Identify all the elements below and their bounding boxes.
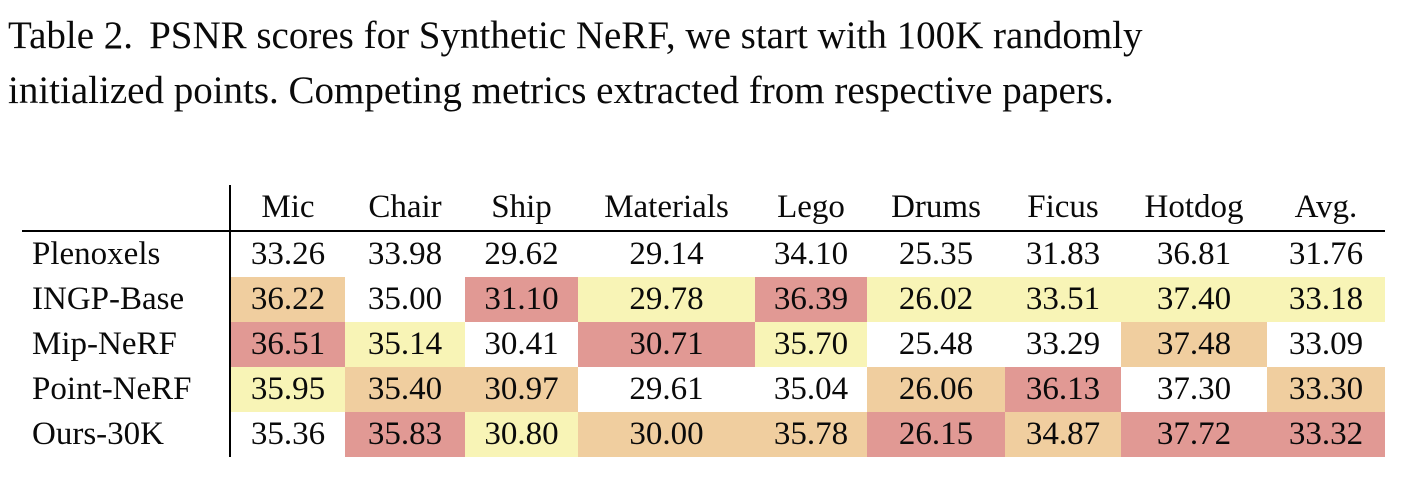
cell-plenoxels-lego: 34.10	[773, 236, 849, 272]
caption-text-line1: PSNR scores for Synthetic NeRF, we start…	[149, 14, 1143, 57]
table-row-ours-30k: Ours-30K 35.36 35.83 30.80 30.00 35.78 26.15 34…	[22, 412, 1385, 457]
cell-ingp-base-hotdog: 37.40	[1121, 277, 1267, 322]
cell-point-nerf-ficus: 36.13	[1005, 367, 1121, 412]
table-row-plenoxels: Plenoxels 33.26 33.98 29.62 29.14 34.10 25.35 3…	[22, 231, 1385, 277]
row-label-ingp-base: INGP-Base	[32, 281, 185, 317]
corner-cell	[22, 185, 230, 232]
cell-mip-nerf-materials: 30.71	[578, 322, 755, 367]
cell-point-nerf-lego: 35.04	[773, 371, 849, 407]
psnr-table: Mic Chair Ship Materials Lego Drums Ficus Hotdo…	[22, 185, 1385, 457]
cell-ours-30k-lego: 35.78	[755, 412, 867, 457]
cell-mip-nerf-hotdog: 37.48	[1121, 322, 1267, 367]
cell-point-nerf-materials: 29.61	[629, 371, 704, 407]
cell-ours-30k-chair: 35.83	[345, 412, 465, 457]
cell-ours-30k-materials: 30.00	[578, 412, 755, 457]
cell-plenoxels-mic: 33.26	[229, 231, 345, 277]
cell-mip-nerf-chair: 35.14	[345, 322, 465, 367]
cell-ingp-base-chair: 35.00	[367, 281, 443, 317]
row-label-plenoxels: Plenoxels	[32, 236, 161, 272]
table-row-mip-nerf: Mip-NeRF 36.51 35.14 30.41 30.71 35.70 25.48 33…	[22, 322, 1385, 367]
cell-mip-nerf-mic: 36.51	[229, 322, 345, 367]
cell-ours-30k-ficus: 34.87	[1005, 412, 1121, 457]
cell-ingp-base-lego: 36.39	[755, 277, 867, 322]
column-header-avg: Avg.	[1267, 185, 1385, 232]
row-label-point-nerf: Point-NeRF	[32, 371, 192, 407]
row-label-ours-30k: Ours-30K	[32, 416, 164, 452]
cell-mip-nerf-ficus: 33.29	[1025, 326, 1101, 362]
cell-mip-nerf-lego: 35.70	[755, 322, 867, 367]
cell-ingp-base-mic: 36.22	[229, 277, 345, 322]
cell-point-nerf-chair: 35.40	[345, 367, 465, 412]
table-row-ingp-base: INGP-Base 36.22 35.00 31.10 29.78 36.39 26.02 3…	[22, 277, 1385, 322]
cell-plenoxels-materials: 29.14	[629, 236, 704, 272]
column-header-ship: Ship	[465, 185, 578, 232]
cell-ingp-base-avg: 33.18	[1267, 277, 1385, 322]
cell-point-nerf-drums: 26.06	[867, 367, 1005, 412]
column-header-drums: Drums	[867, 185, 1005, 232]
table-caption: Table 2. PSNR scores for Synthetic NeRF, …	[8, 8, 1378, 118]
cell-ours-30k-drums: 26.15	[867, 412, 1005, 457]
cell-plenoxels-ficus: 31.83	[1025, 236, 1101, 272]
cell-plenoxels-chair: 33.98	[367, 236, 443, 272]
header-row: Mic Chair Ship Materials Lego Drums Ficus Hotdo…	[22, 185, 1385, 232]
caption-label: Table 2.	[8, 14, 134, 57]
cell-ingp-base-materials: 29.78	[578, 277, 755, 322]
column-header-mic: Mic	[229, 185, 345, 232]
column-header-chair: Chair	[345, 185, 465, 232]
cell-point-nerf-ship: 30.97	[465, 367, 578, 412]
cell-ours-30k-mic: 35.36	[229, 412, 345, 457]
cell-ours-30k-avg: 33.32	[1267, 412, 1385, 457]
cell-ingp-base-ficus: 33.51	[1005, 277, 1121, 322]
row-label-mip-nerf: Mip-NeRF	[32, 326, 177, 362]
cell-ingp-base-ship: 31.10	[465, 277, 578, 322]
cell-ours-30k-ship: 30.80	[465, 412, 578, 457]
cell-mip-nerf-avg: 33.09	[1288, 326, 1364, 362]
cell-plenoxels-avg: 31.76	[1288, 236, 1364, 272]
psnr-table-container: Mic Chair Ship Materials Lego Drums Ficus Hotdo…	[22, 185, 1385, 457]
cell-plenoxels-drums: 25.35	[898, 236, 974, 272]
cell-mip-nerf-drums: 25.48	[898, 326, 974, 362]
cell-plenoxels-hotdog: 36.81	[1156, 236, 1232, 272]
column-header-ficus: Ficus	[1005, 185, 1121, 232]
column-header-hotdog: Hotdog	[1121, 185, 1267, 232]
cell-point-nerf-hotdog: 37.30	[1156, 371, 1232, 407]
cell-plenoxels-ship: 29.62	[484, 236, 559, 272]
column-header-materials: Materials	[578, 185, 755, 232]
cell-point-nerf-mic: 35.95	[229, 367, 345, 412]
caption-text-line2: initialized points. Competing metrics ex…	[8, 69, 1114, 112]
table-row-point-nerf: Point-NeRF 35.95 35.40 30.97 29.61 35.04 26.06…	[22, 367, 1385, 412]
cell-mip-nerf-ship: 30.41	[484, 326, 559, 362]
cell-ours-30k-hotdog: 37.72	[1121, 412, 1267, 457]
cell-ingp-base-drums: 26.02	[867, 277, 1005, 322]
cell-point-nerf-avg: 33.30	[1267, 367, 1385, 412]
column-header-lego: Lego	[755, 185, 867, 232]
